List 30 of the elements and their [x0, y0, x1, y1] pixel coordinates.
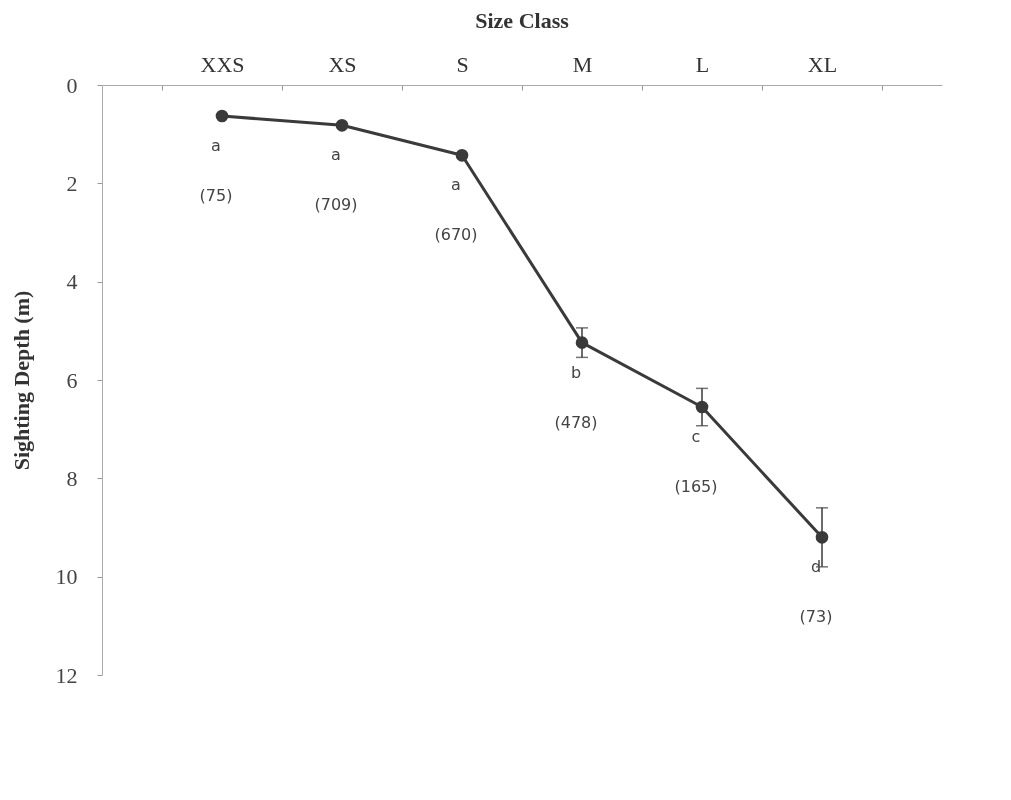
y-tick-label: 8 — [66, 465, 78, 491]
point — [455, 149, 469, 162]
annotation: b — [570, 362, 582, 382]
x-tick-label: XXS — [200, 51, 245, 77]
x-tick-label: M — [572, 51, 593, 77]
y-tick-label: 2 — [66, 170, 78, 196]
x-tick-label: L — [695, 51, 710, 77]
annotation: d — [810, 557, 822, 577]
x-tick-label: S — [456, 51, 469, 77]
annotation: (165) — [674, 477, 718, 497]
x-tick-label: XL — [807, 51, 838, 77]
point — [215, 109, 229, 123]
annotation: (709) — [314, 195, 358, 215]
annotation: a — [331, 145, 341, 165]
y-tick-label: 0 — [66, 72, 78, 98]
annotation: (478) — [554, 412, 598, 432]
y-tick-label: 10 — [55, 564, 78, 590]
x-tick-label: XS — [328, 51, 357, 77]
annotation: a — [451, 175, 461, 195]
annotation: (670) — [434, 225, 478, 245]
y-tick-label: 6 — [66, 367, 78, 393]
y-tick-label: 4 — [66, 269, 78, 295]
annotation: (73) — [799, 607, 833, 627]
chart-title: Size Class — [475, 8, 570, 33]
y-axis-title: Sighting Depth (m) — [8, 290, 34, 471]
point — [335, 119, 349, 132]
y-tick-label: 12 — [55, 662, 78, 688]
annotation: c — [691, 427, 701, 447]
annotation: (75) — [199, 185, 233, 205]
annotation: a — [211, 135, 221, 155]
